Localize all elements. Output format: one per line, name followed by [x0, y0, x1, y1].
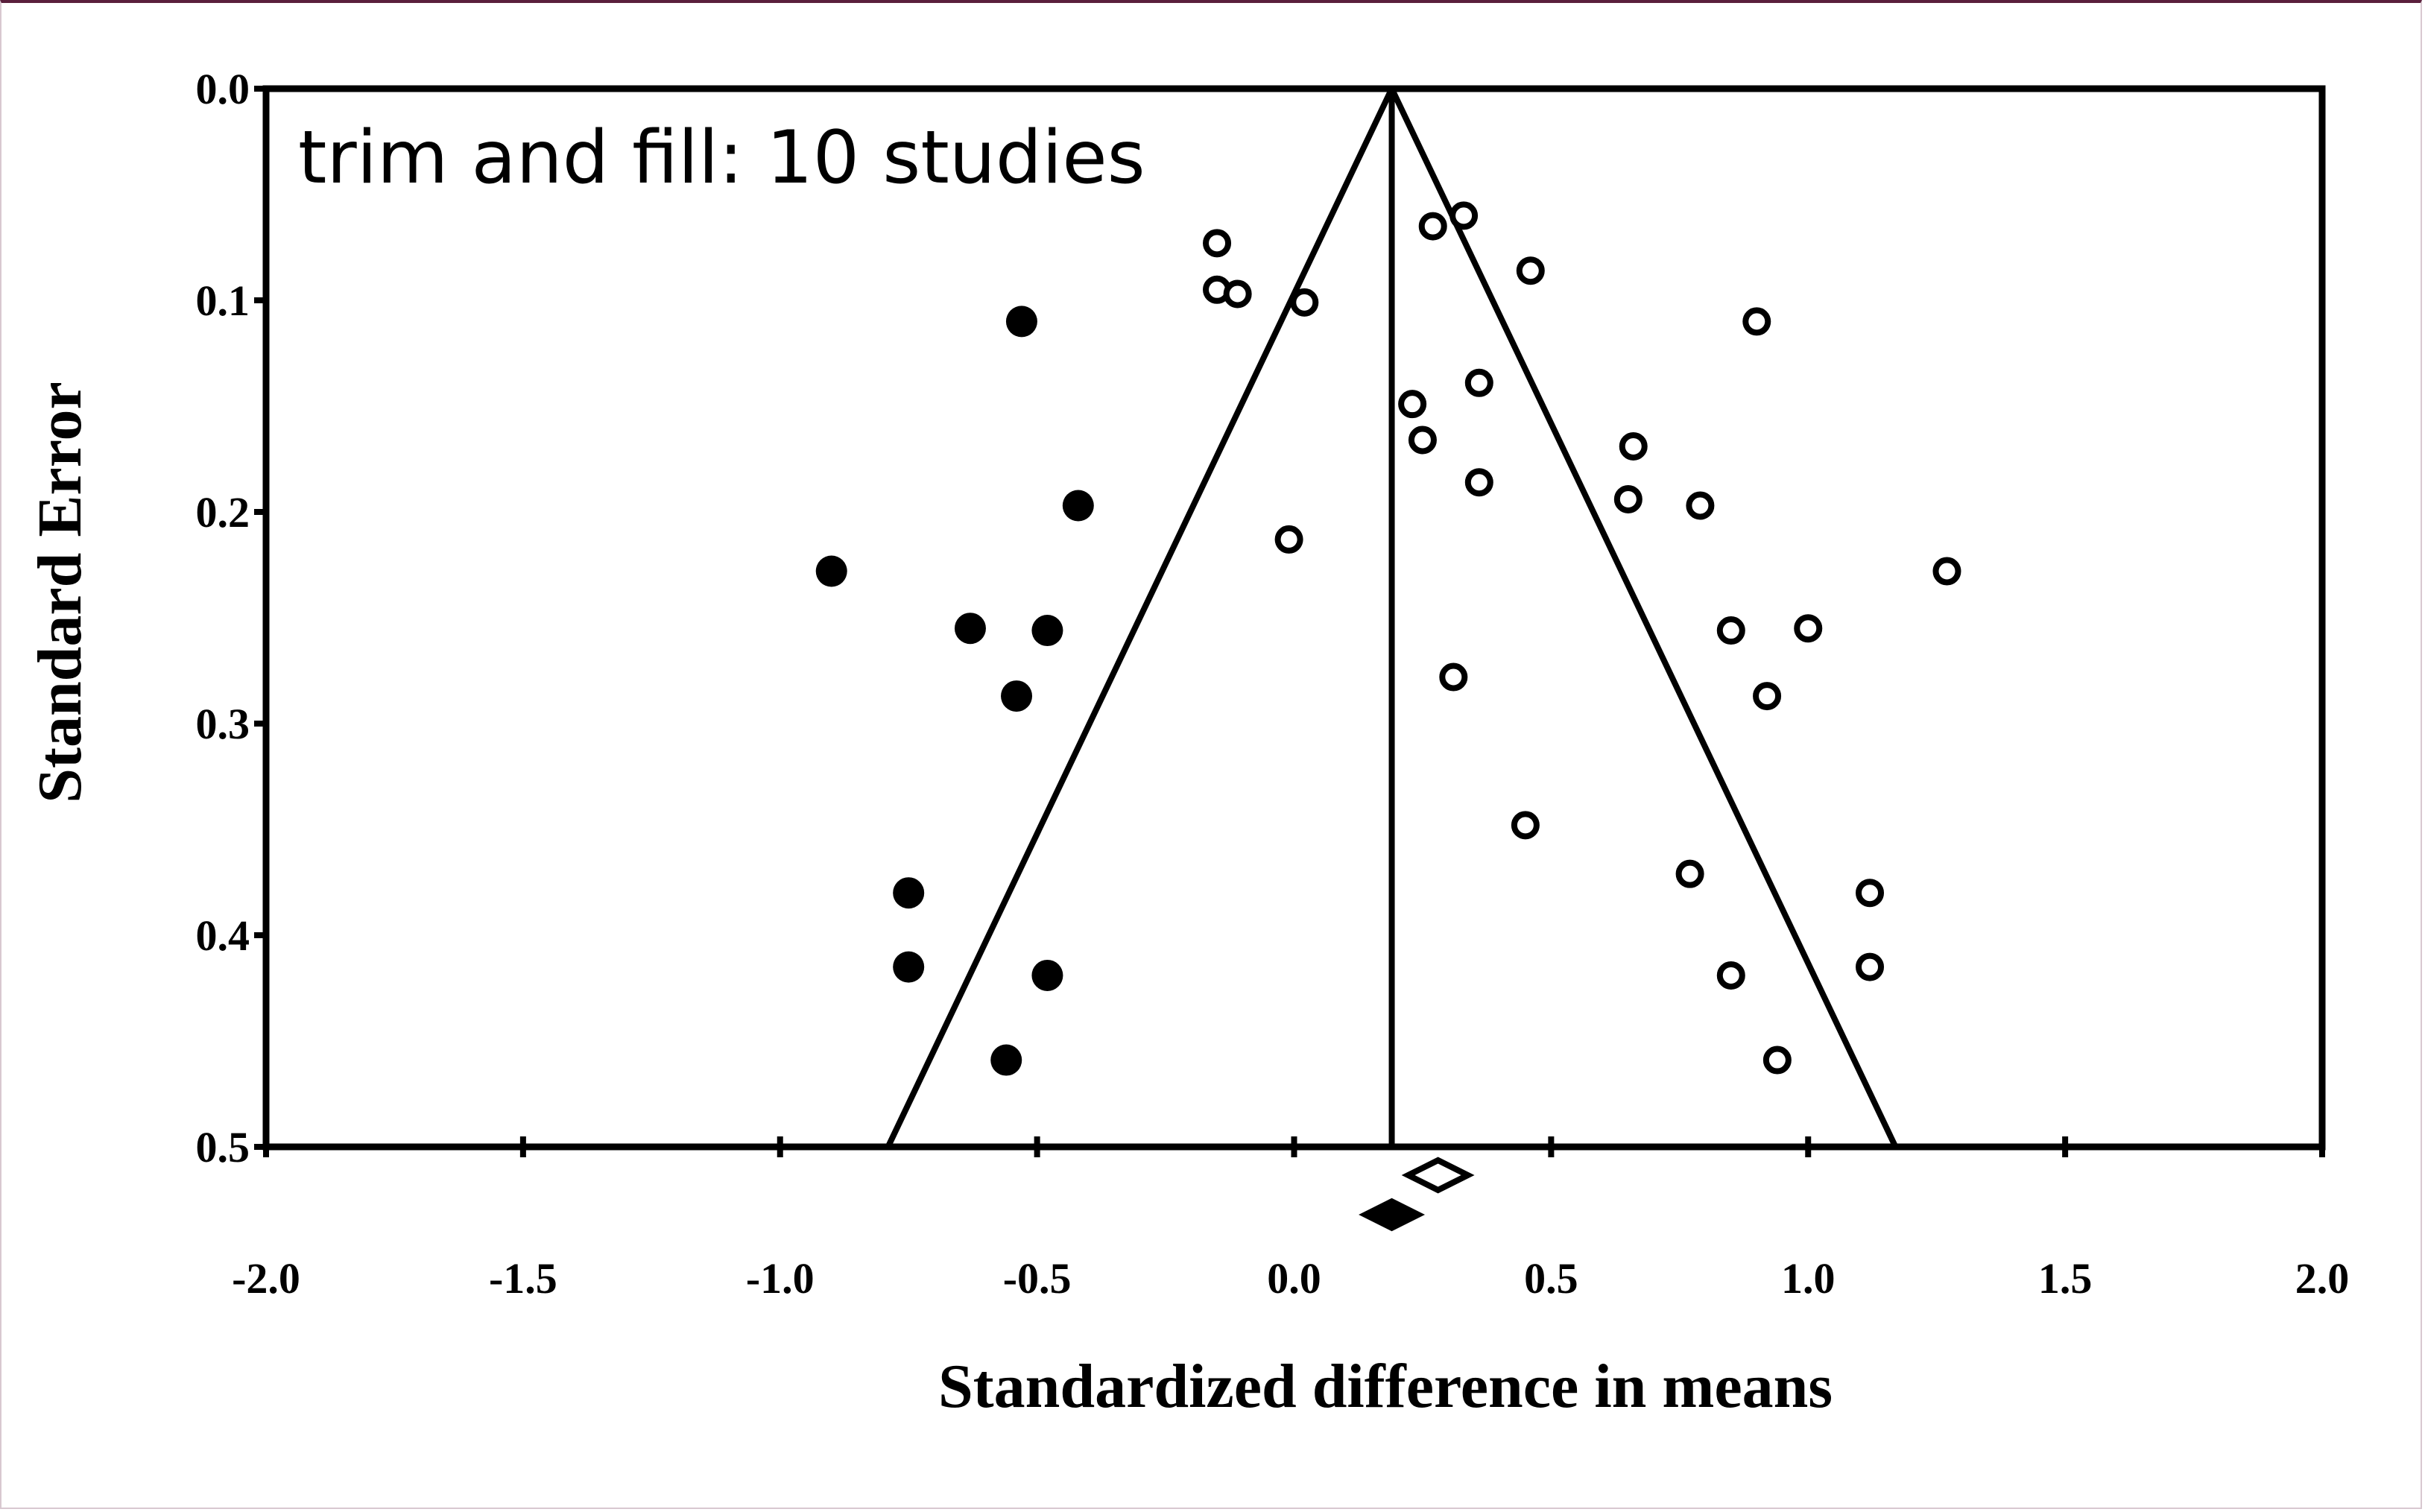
filled-study-point [1062, 490, 1094, 522]
y-tick-label: 0.3 [196, 700, 250, 748]
open-study-point [1274, 525, 1303, 554]
plot-area: -2.0 -1.5 -1.0 -0.5 0.0 0.5 1.0 1.5 2.0 0.0 0.1 0.2… [196, 65, 2350, 1303]
x-axis-title: Standardized difference in means [938, 1352, 1833, 1421]
x-tick-label: -0.5 [1003, 1254, 1072, 1303]
filled-study-point [815, 555, 847, 587]
open-study-point [1223, 279, 1252, 309]
filled-study-point [1031, 615, 1063, 647]
open-study-point [1464, 368, 1493, 397]
open-study-point [1742, 307, 1771, 336]
open-summary-diamond [1401, 1157, 1475, 1194]
open-study-point [1856, 879, 1885, 908]
filled-study-point [893, 951, 925, 983]
open-study-point [1464, 468, 1493, 497]
filled-study-point [1031, 959, 1063, 991]
open-study-point [1716, 961, 1745, 990]
x-tick-label: -2.0 [232, 1254, 300, 1303]
plot-border [262, 85, 2326, 1151]
open-study-point [1439, 662, 1468, 692]
y-tick-label: 0.5 [196, 1123, 250, 1171]
open-study-point [1516, 256, 1545, 285]
open-study-point [1856, 952, 1885, 981]
filled-study-point [893, 877, 925, 909]
x-tick-label: 0.5 [1524, 1254, 1578, 1303]
open-study-point [1753, 682, 1782, 711]
x-tick-label: 1.0 [1781, 1254, 1836, 1303]
open-study-point [1408, 426, 1437, 455]
x-tick-label: -1.0 [746, 1254, 815, 1303]
filled-summary-diamond [1359, 1198, 1426, 1232]
y-tick-label: 0.4 [196, 911, 250, 960]
filled-study-point [1005, 306, 1037, 338]
open-study-point [1449, 201, 1479, 230]
x-tick-label: 2.0 [2295, 1254, 2350, 1303]
funnel-right-line [1388, 87, 1899, 1148]
open-study-point [1203, 229, 1232, 258]
open-study-point [1511, 811, 1540, 840]
open-study-point [1716, 616, 1745, 645]
filled-study-point [990, 1044, 1022, 1076]
y-tick-label: 0.1 [196, 276, 250, 325]
funnel-left-line [885, 87, 1395, 1148]
filled-study-point [954, 613, 986, 645]
x-tick-label: -1.5 [489, 1254, 557, 1303]
open-study-point [1418, 212, 1447, 241]
x-tick-label: 1.5 [2038, 1254, 2093, 1303]
filled-study-point [1001, 680, 1033, 712]
open-study-point [1932, 557, 1961, 586]
x-tick-label: 0.0 [1267, 1254, 1321, 1303]
open-study-point [1398, 390, 1427, 419]
open-study-point [1619, 431, 1648, 461]
open-study-point [1686, 491, 1715, 520]
y-tick-label: 0.2 [196, 488, 250, 537]
open-study-point [1675, 859, 1704, 888]
open-study-point [1613, 484, 1643, 513]
y-tick-label: 0.0 [196, 65, 250, 113]
open-study-point [1794, 614, 1823, 643]
open-study-point [1762, 1046, 1792, 1075]
annotation-text: trim and fill: 10 studies [298, 116, 1145, 200]
y-axis-title: Standard Error [25, 382, 95, 803]
open-study-point [1290, 288, 1319, 317]
